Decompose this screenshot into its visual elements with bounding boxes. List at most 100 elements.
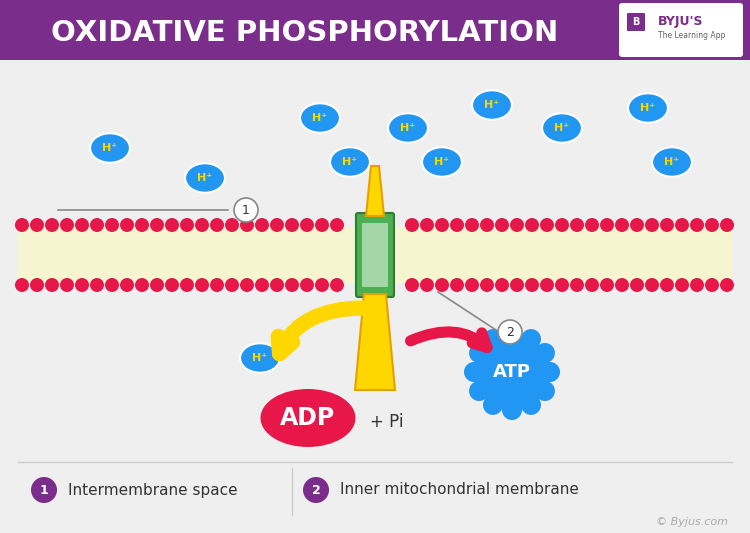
Circle shape — [482, 382, 502, 402]
Circle shape — [705, 278, 719, 292]
Circle shape — [720, 218, 734, 232]
Text: H⁺: H⁺ — [434, 157, 449, 167]
Circle shape — [255, 278, 269, 292]
Text: H⁺: H⁺ — [103, 143, 118, 153]
Circle shape — [465, 278, 479, 292]
Polygon shape — [355, 294, 395, 390]
FancyBboxPatch shape — [619, 3, 743, 57]
Circle shape — [464, 362, 484, 382]
Circle shape — [435, 278, 449, 292]
Circle shape — [585, 278, 599, 292]
Circle shape — [300, 218, 314, 232]
Circle shape — [525, 278, 539, 292]
Circle shape — [529, 355, 549, 375]
Circle shape — [150, 278, 164, 292]
Circle shape — [510, 218, 524, 232]
Circle shape — [645, 278, 659, 292]
Circle shape — [535, 381, 555, 401]
Circle shape — [615, 278, 629, 292]
Circle shape — [675, 278, 689, 292]
Circle shape — [195, 218, 209, 232]
Circle shape — [498, 320, 522, 344]
Circle shape — [521, 395, 541, 415]
Circle shape — [303, 477, 329, 503]
Circle shape — [165, 218, 179, 232]
Circle shape — [495, 278, 509, 292]
Circle shape — [525, 218, 539, 232]
Circle shape — [645, 218, 659, 232]
Circle shape — [475, 355, 495, 375]
FancyBboxPatch shape — [356, 213, 394, 297]
Circle shape — [465, 218, 479, 232]
Circle shape — [234, 198, 258, 222]
Circle shape — [45, 218, 59, 232]
Circle shape — [502, 400, 522, 420]
Circle shape — [450, 278, 464, 292]
Text: ADP: ADP — [280, 406, 336, 430]
Ellipse shape — [652, 147, 692, 177]
Circle shape — [135, 278, 149, 292]
Ellipse shape — [185, 163, 225, 193]
Circle shape — [555, 218, 569, 232]
Circle shape — [495, 389, 514, 409]
Text: H⁺: H⁺ — [253, 353, 268, 363]
Text: H⁺: H⁺ — [484, 100, 500, 110]
Ellipse shape — [260, 389, 356, 447]
Circle shape — [540, 278, 554, 292]
Circle shape — [405, 218, 419, 232]
Circle shape — [75, 218, 89, 232]
Circle shape — [135, 218, 149, 232]
Circle shape — [502, 324, 522, 344]
Circle shape — [509, 389, 530, 409]
Circle shape — [469, 343, 489, 363]
Text: B: B — [632, 17, 640, 27]
Text: 2: 2 — [312, 483, 320, 497]
Circle shape — [675, 218, 689, 232]
FancyBboxPatch shape — [362, 223, 388, 287]
Circle shape — [15, 278, 29, 292]
Text: + Pi: + Pi — [370, 413, 404, 431]
Text: Inner mitochondrial membrane: Inner mitochondrial membrane — [340, 482, 579, 497]
Text: 2: 2 — [506, 326, 514, 338]
Circle shape — [180, 218, 194, 232]
FancyBboxPatch shape — [0, 0, 750, 60]
Text: BYJU'S: BYJU'S — [658, 14, 704, 28]
Ellipse shape — [628, 93, 668, 123]
Circle shape — [210, 278, 224, 292]
Ellipse shape — [542, 114, 582, 143]
Circle shape — [315, 218, 329, 232]
Circle shape — [285, 278, 299, 292]
Circle shape — [690, 278, 704, 292]
Text: H⁺: H⁺ — [664, 157, 680, 167]
Circle shape — [529, 369, 549, 389]
Circle shape — [225, 218, 239, 232]
Circle shape — [210, 218, 224, 232]
FancyBboxPatch shape — [627, 13, 645, 31]
Circle shape — [105, 278, 119, 292]
Circle shape — [255, 218, 269, 232]
Text: The Learning App: The Learning App — [658, 31, 725, 41]
Circle shape — [630, 218, 644, 232]
Circle shape — [480, 218, 494, 232]
Text: H⁺: H⁺ — [313, 113, 328, 123]
Circle shape — [60, 218, 74, 232]
Text: H⁺: H⁺ — [197, 173, 212, 183]
Circle shape — [435, 218, 449, 232]
Circle shape — [660, 278, 674, 292]
Circle shape — [521, 329, 541, 349]
Circle shape — [15, 218, 29, 232]
Circle shape — [483, 395, 503, 415]
Circle shape — [450, 218, 464, 232]
Circle shape — [570, 218, 584, 232]
Circle shape — [240, 278, 254, 292]
Circle shape — [420, 218, 434, 232]
Text: H⁺: H⁺ — [554, 123, 569, 133]
Circle shape — [75, 278, 89, 292]
Circle shape — [483, 329, 503, 349]
Circle shape — [600, 218, 614, 232]
Circle shape — [105, 218, 119, 232]
Text: 1: 1 — [40, 483, 48, 497]
Circle shape — [522, 382, 542, 402]
Circle shape — [495, 335, 514, 355]
Circle shape — [45, 278, 59, 292]
